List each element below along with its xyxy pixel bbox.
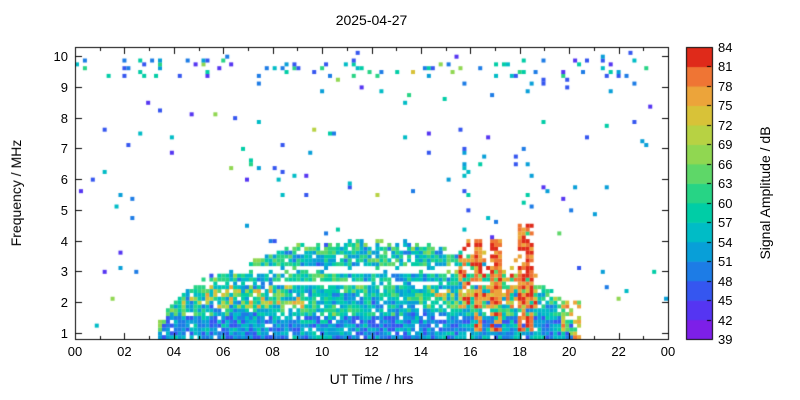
y-tick-label: 5 [60, 202, 68, 218]
x-tick-label: 08 [265, 344, 280, 359]
y-tick-label: 4 [60, 233, 68, 249]
colorbar-tick-label: 84 [718, 40, 733, 55]
colorbar-tick-label: 72 [718, 117, 733, 133]
x-tick-label: 06 [216, 344, 231, 359]
y-tick-label: 6 [60, 172, 68, 188]
x-tick-label: 10 [314, 344, 330, 359]
x-tick-label: 02 [117, 344, 132, 359]
y-tick-label: 2 [60, 295, 68, 311]
colorbar-tick-label: 66 [718, 156, 733, 172]
y-tick-label: 9 [60, 79, 68, 95]
colorbar-tick-label: 39 [718, 332, 733, 347]
x-tick-label: 16 [463, 344, 478, 359]
colorbar-tick-label: 78 [718, 78, 733, 94]
y-tick-label: 8 [60, 110, 68, 126]
y-tick-label: 3 [60, 264, 68, 280]
y-tick-label: 7 [60, 141, 68, 157]
y-axis-label: Frequency / MHz [8, 139, 24, 247]
x-tick-label: 22 [611, 344, 626, 359]
colorbar-tick-label: 48 [718, 273, 733, 289]
x-axis-label: UT Time / hrs [329, 371, 414, 387]
colorbar-tick-label: 42 [718, 312, 733, 328]
y-tick-label: 1 [60, 325, 68, 341]
colorbar-tick-label: 81 [718, 59, 733, 75]
colorbar-tick-label: 51 [718, 254, 733, 270]
colorbar-tick-label: 57 [718, 215, 733, 231]
x-tick-label: 20 [561, 344, 577, 359]
colorbar-tick-label: 60 [718, 195, 733, 211]
x-tick-label: 00 [67, 344, 83, 359]
x-tick-label: 00 [660, 344, 676, 359]
x-tick-label: 12 [364, 344, 379, 359]
colorbar-label: Signal Amplitude / dB [757, 126, 773, 260]
chart-title: 2025-04-27 [335, 12, 408, 28]
x-tick-label: 14 [413, 344, 429, 359]
colorbar-tick-label: 69 [718, 137, 733, 153]
colorbar-tick-label: 45 [718, 293, 733, 309]
colorbar-tick-label: 63 [718, 176, 733, 192]
colorbar-tick-label: 54 [718, 234, 733, 250]
x-tick-label: 18 [512, 344, 527, 359]
x-tick-label: 04 [166, 344, 182, 359]
colorbar-tick-label: 75 [718, 98, 733, 114]
y-tick-label: 10 [53, 49, 68, 65]
